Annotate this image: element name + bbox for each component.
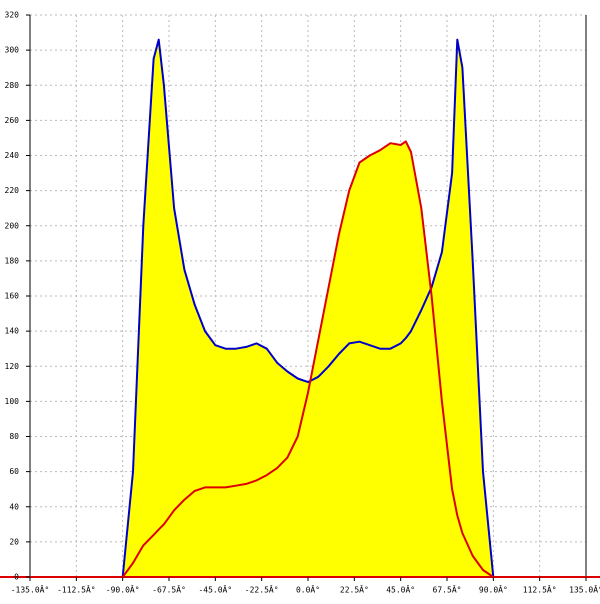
y-tick-label: 180 (5, 256, 20, 265)
x-tick-label: 135.0Â° (569, 584, 600, 595)
series-line (121, 38, 495, 578)
x-tick-label: 22.5Â° (340, 584, 369, 595)
x-tick-label: -67.5Â° (152, 584, 186, 595)
x-tick-label: 67.5Â° (433, 584, 462, 595)
y-tick-label: 20 (9, 537, 19, 546)
area-fill (122, 141, 494, 577)
y-tick-label: 60 (9, 467, 19, 476)
y-tick-label: 140 (5, 327, 20, 336)
x-tick-label: 45.0Â° (386, 584, 415, 595)
y-tick-label: 320 (5, 11, 20, 20)
x-tick-label: -45.0Â° (198, 584, 232, 595)
y-tick-label: 40 (9, 502, 19, 511)
series-line (121, 140, 494, 578)
y-tick-label: 260 (5, 116, 20, 125)
y-tick-label: 240 (5, 151, 20, 160)
lines (121, 38, 495, 578)
y-tick-label: 120 (5, 362, 20, 371)
y-tick-label: 100 (5, 397, 20, 406)
y-tick-label: 200 (5, 221, 20, 230)
y-tick-label: 0 (14, 573, 19, 582)
x-tick-label: 112.5Â° (523, 584, 557, 595)
x-tick-label: -135.0Â° (11, 584, 50, 595)
y-tick-label: 300 (5, 46, 20, 55)
y-tick-label: 160 (5, 292, 20, 301)
y-tick-label: 80 (9, 432, 19, 441)
x-tick-label: 90.0Â° (479, 584, 508, 595)
x-tick-label: 0.0Â° (296, 584, 320, 595)
y-tick-label: 280 (5, 81, 20, 90)
y-tick-label: 220 (5, 186, 20, 195)
labels: 0 20 40 60 80 100 120 140 160 180 200 220 240 260 280 3… (5, 11, 600, 595)
x-tick-label: -22.5Â° (245, 584, 279, 595)
x-tick-label: -90.0Â° (106, 584, 140, 595)
x-tick-label: -112.5Â° (57, 584, 96, 595)
areas (122, 39, 494, 578)
